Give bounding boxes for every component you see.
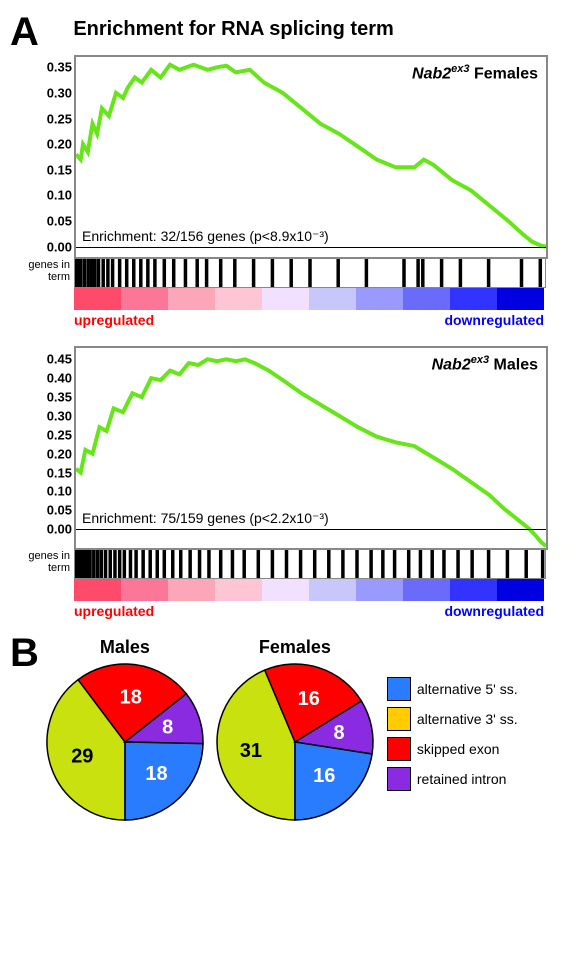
pie-chart: 31 16 8 16 (215, 662, 375, 822)
legend-swatch (387, 707, 411, 731)
ytick: 0.15 (36, 465, 72, 480)
svg-text:8: 8 (333, 722, 344, 744)
gsea-block: Enrichment score0.450.400.350.300.250.20… (74, 346, 574, 619)
downregulated-label: downregulated (444, 312, 544, 328)
legend-row: alternative 5' ss. (387, 677, 518, 701)
gsea-block: Enrichment score0.350.300.250.200.150.10… (74, 55, 574, 328)
legend-label: retained intron (417, 771, 507, 787)
ytick: 0.05 (36, 214, 72, 229)
ytick: 0.35 (36, 390, 72, 405)
tick-band-label: genes interm (26, 550, 70, 574)
svg-text:29: 29 (71, 745, 93, 767)
pie-chart: 29 18 8 18 (45, 662, 205, 822)
panel-a-header: A Enrichment for RNA splicing term (10, 10, 574, 55)
ytick: 0.45 (36, 352, 72, 367)
ytick: 0.00 (36, 522, 72, 537)
enrichment-chart: 0.450.400.350.300.250.200.150.100.050.00… (74, 346, 548, 550)
pie-column: Females 31 16 8 16 (215, 637, 375, 822)
legend-label: alternative 5' ss. (417, 681, 518, 697)
svg-text:31: 31 (240, 740, 262, 762)
svg-text:16: 16 (313, 765, 335, 787)
baseline (76, 247, 546, 248)
pie-legend: alternative 5' ss. alternative 3' ss. skip… (387, 677, 518, 797)
ytick: 0.20 (36, 446, 72, 461)
legend-swatch (387, 737, 411, 761)
enrichment-text: Enrichment: 32/156 genes (p<8.9x10⁻³) (82, 228, 329, 245)
panel-a-title: Enrichment for RNA splicing term (73, 18, 393, 41)
svg-text:16: 16 (297, 688, 319, 710)
legend-label: skipped exon (417, 741, 500, 757)
ytick: 0.25 (36, 427, 72, 442)
ytick: 0.15 (36, 162, 72, 177)
svg-text:18: 18 (120, 686, 142, 708)
panel-b-label: B (10, 637, 39, 669)
ytick: 0.00 (36, 239, 72, 254)
pies-row: Males 29 18 8 18 Females 31 16 8 16 (45, 637, 375, 822)
gene-tick-band (74, 550, 546, 579)
ytick: 0.30 (36, 408, 72, 423)
panel-a-label: A (10, 10, 39, 54)
ytick: 0.05 (36, 503, 72, 518)
legend-swatch (387, 677, 411, 701)
figure: A Enrichment for RNA splicing term Enric… (10, 10, 574, 822)
regulation-labels: upregulated downregulated (74, 603, 544, 619)
pie-column: Males 29 18 8 18 (45, 637, 205, 822)
gsea-container: Enrichment score0.350.300.250.200.150.10… (10, 55, 574, 619)
ytick: 0.25 (36, 111, 72, 126)
pie-title: Males (45, 637, 205, 658)
svg-text:8: 8 (162, 717, 173, 739)
legend-label: alternative 3' ss. (417, 711, 518, 727)
ytick: 0.35 (36, 60, 72, 75)
gene-tick-band (74, 259, 546, 288)
panel-b: B Males 29 18 8 18 Females 31 16 8 16 alternative… (10, 637, 574, 822)
baseline (76, 529, 546, 530)
regulation-labels: upregulated downregulated (74, 312, 544, 328)
downregulated-label: downregulated (444, 603, 544, 619)
gradient-band (74, 579, 544, 601)
ytick: 0.20 (36, 137, 72, 152)
pie-title: Females (215, 637, 375, 658)
legend-row: retained intron (387, 767, 518, 791)
ytick: 0.30 (36, 85, 72, 100)
upregulated-label: upregulated (74, 312, 154, 328)
enrichment-text: Enrichment: 75/159 genes (p<2.2x10⁻³) (82, 510, 329, 527)
ytick: 0.10 (36, 484, 72, 499)
enrichment-chart: 0.350.300.250.200.150.100.050.00Nab2ex3 … (74, 55, 548, 259)
legend-swatch (387, 767, 411, 791)
legend-row: skipped exon (387, 737, 518, 761)
ytick: 0.40 (36, 371, 72, 386)
ytick: 0.10 (36, 188, 72, 203)
upregulated-label: upregulated (74, 603, 154, 619)
svg-text:18: 18 (145, 763, 167, 785)
tick-band-label: genes interm (26, 259, 70, 283)
legend-row: alternative 3' ss. (387, 707, 518, 731)
gradient-band (74, 288, 544, 310)
